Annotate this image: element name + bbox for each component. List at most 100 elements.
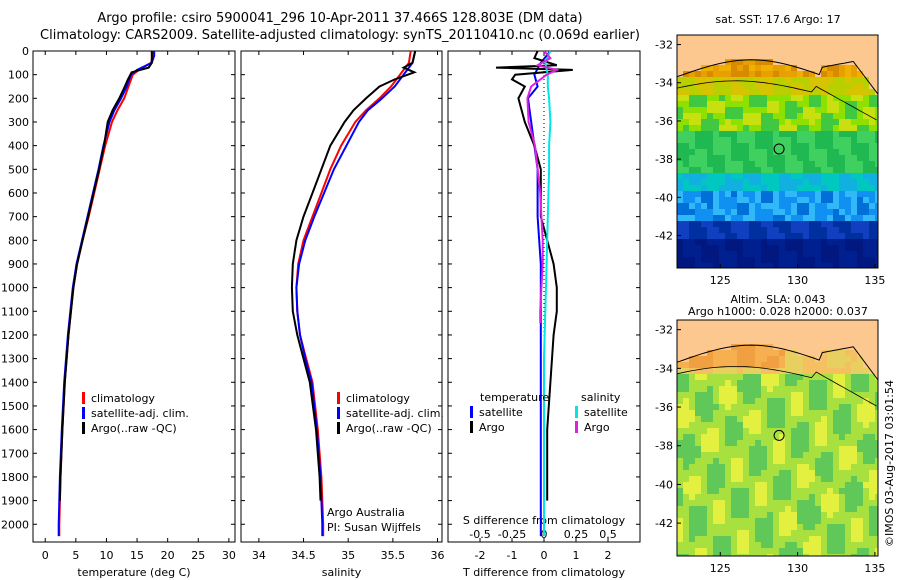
map-cell <box>695 440 701 446</box>
map-cell <box>677 35 683 41</box>
map-cell <box>779 464 785 470</box>
map-cell <box>725 53 731 59</box>
legend-label: climatology <box>91 392 155 405</box>
map-cell <box>743 542 749 548</box>
map-cell <box>683 137 689 143</box>
map-cell <box>869 125 875 131</box>
map-cell <box>833 35 839 41</box>
map-cell <box>833 251 839 257</box>
map-cell <box>695 326 701 332</box>
map-cell <box>821 179 827 185</box>
map-cell <box>773 239 779 245</box>
map-cell <box>713 125 719 131</box>
map-cell <box>875 398 878 404</box>
map-cell <box>875 512 878 518</box>
map-frame <box>676 34 879 269</box>
map-cell <box>731 512 737 518</box>
map-cell <box>749 362 755 368</box>
map-cell <box>773 53 779 59</box>
map-cell <box>827 422 833 428</box>
map-cell <box>677 398 683 404</box>
map-cell <box>689 149 695 155</box>
map-cell <box>827 251 833 257</box>
legend-label: Argo <box>584 421 610 434</box>
map-cell <box>791 356 797 362</box>
map-cell <box>761 221 767 227</box>
map-cell <box>821 71 827 77</box>
map-cell <box>761 203 767 209</box>
map-cell <box>737 476 743 482</box>
map-cell <box>713 542 719 548</box>
timestamp-stamp: ©IMOS 03-Aug-2017 03:01:54 <box>883 380 896 547</box>
map-cell <box>707 83 713 89</box>
map-cell <box>725 263 731 268</box>
y-tick-label: 100 <box>8 69 29 82</box>
map-cell <box>737 410 743 416</box>
map-cell <box>857 35 863 41</box>
map-cell <box>833 524 839 530</box>
map-cell <box>845 524 851 530</box>
map-cell <box>869 422 875 428</box>
map-cell <box>761 500 767 506</box>
map-cell <box>833 47 839 53</box>
map-cell <box>755 41 761 47</box>
map-cell <box>719 410 725 416</box>
map-cell <box>875 446 878 452</box>
map-cell <box>755 368 761 374</box>
map-cell <box>845 536 851 542</box>
map-cell <box>767 386 773 392</box>
map-cell <box>779 332 785 338</box>
map-cell <box>719 173 725 179</box>
map-cell <box>749 137 755 143</box>
map-cell <box>695 386 701 392</box>
map-cell <box>839 470 845 476</box>
map-cell <box>761 458 767 464</box>
map-cell <box>863 422 869 428</box>
map-cell <box>797 470 803 476</box>
map-cell <box>749 452 755 458</box>
map-cell <box>731 488 737 494</box>
map-cell <box>737 71 743 77</box>
map-cell <box>869 185 875 191</box>
map-cell <box>731 185 737 191</box>
map-cell <box>797 548 803 554</box>
map-cell <box>737 524 743 530</box>
map-cell <box>833 233 839 239</box>
map-cell <box>767 362 773 368</box>
map-cell <box>713 149 719 155</box>
map-cell <box>827 95 833 101</box>
map-cell <box>749 233 755 239</box>
map-cell <box>677 215 683 221</box>
map-cell <box>779 458 785 464</box>
map-cell <box>761 368 767 374</box>
map-cell <box>701 107 707 113</box>
map-cell <box>767 422 773 428</box>
map-cell <box>743 71 749 77</box>
coastline <box>676 344 879 381</box>
map-cell <box>857 71 863 77</box>
map-cell <box>749 536 755 542</box>
map-cell <box>815 191 821 197</box>
map-cell <box>737 404 743 410</box>
map-cell <box>785 404 791 410</box>
map-cell <box>869 239 875 245</box>
map-cell <box>683 197 689 203</box>
map-cell <box>677 161 683 167</box>
map-cell <box>701 554 707 556</box>
map-cell <box>749 95 755 101</box>
map-cell <box>827 257 833 263</box>
map-cell <box>677 251 683 257</box>
map-cell <box>695 488 701 494</box>
map-cell <box>833 197 839 203</box>
map-cell <box>827 59 833 65</box>
map-cell <box>809 434 815 440</box>
map-cell <box>869 227 875 233</box>
map-cell <box>821 41 827 47</box>
map-cell <box>719 203 725 209</box>
map-cell <box>851 470 857 476</box>
map-cell <box>833 227 839 233</box>
map-cell <box>731 548 737 554</box>
map-cell <box>773 362 779 368</box>
map-cell <box>719 233 725 239</box>
map-cell <box>857 65 863 71</box>
